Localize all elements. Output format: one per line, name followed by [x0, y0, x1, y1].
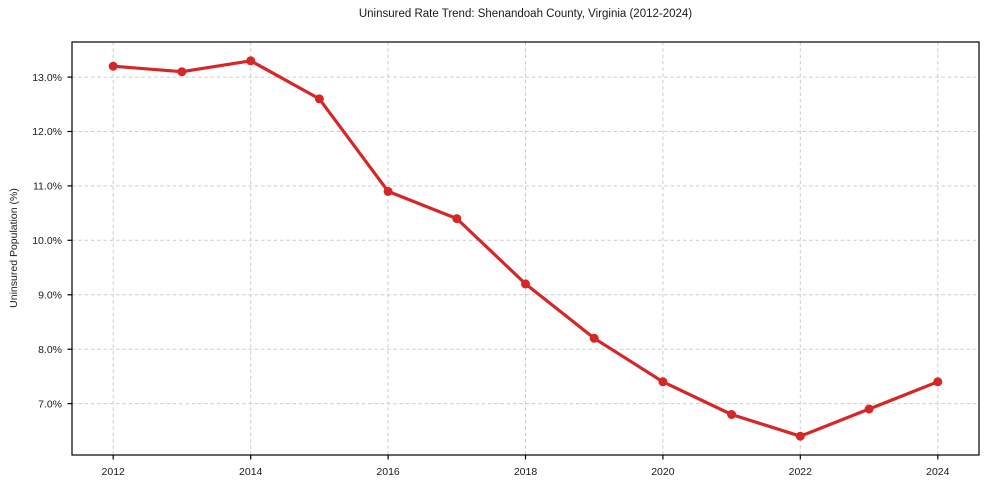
x-tick-label: 2024 [926, 466, 950, 478]
data-point [108, 61, 118, 71]
x-tick-label: 2022 [789, 466, 813, 478]
data-point [795, 431, 805, 441]
plot-frame [71, 41, 980, 456]
trend-line [111, 59, 940, 438]
y-tick-label: 13.0% [32, 72, 62, 84]
x-tick-label: 2014 [239, 466, 263, 478]
data-point [658, 377, 668, 387]
x-tick-label: 2016 [376, 466, 400, 478]
y-tick-label: 12.0% [32, 126, 62, 138]
y-tick-label: 11.0% [33, 181, 62, 193]
data-point [727, 410, 737, 419]
y-tick-label: 9.0% [38, 290, 62, 302]
data-point [521, 279, 530, 289]
x-tick-label: 2020 [651, 466, 675, 478]
data-point [383, 186, 393, 196]
data-point [864, 404, 874, 414]
data-point [933, 377, 943, 387]
data-point [177, 67, 187, 77]
y-tick-label: 7.0% [38, 398, 62, 410]
data-point [452, 214, 462, 224]
x-tick-label: 2012 [102, 466, 126, 478]
data-point [314, 94, 324, 104]
y-tick-label: 10.0% [32, 235, 62, 247]
y-tick-label: 8.0% [38, 344, 62, 356]
data-point [246, 56, 256, 66]
data-point [589, 333, 599, 343]
chart-title: Uninsured Rate Trend: Shenandoah County,… [358, 8, 693, 20]
x-tick-label: 2018 [514, 466, 538, 478]
